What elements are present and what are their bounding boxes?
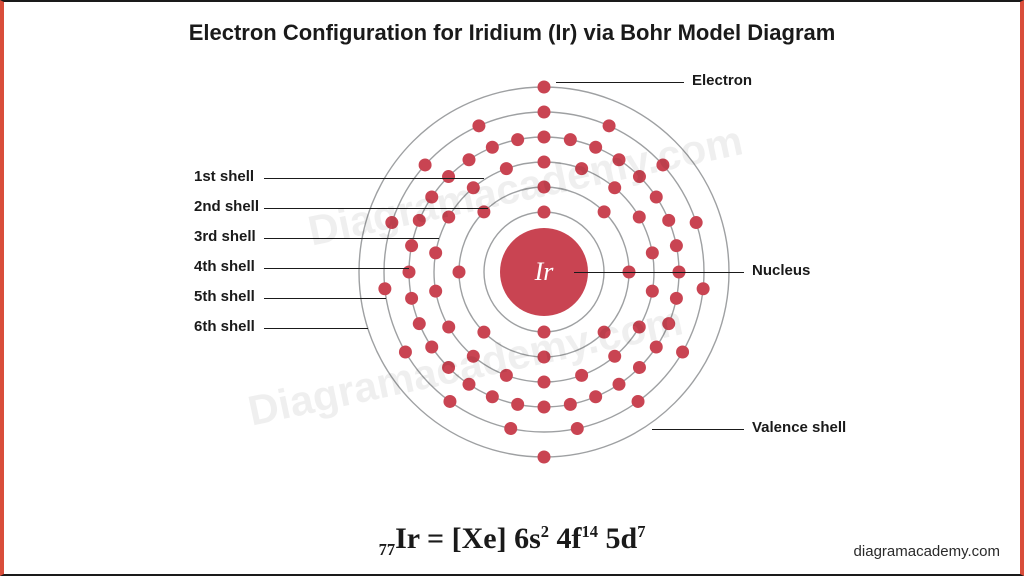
nucleus-label: Ir <box>534 257 555 286</box>
callout-label: Valence shell <box>752 419 846 436</box>
electron-dot <box>442 361 455 374</box>
electron-dot <box>538 351 551 364</box>
electron-dot <box>564 398 577 411</box>
electron-dot <box>413 317 426 330</box>
electron-dot <box>429 246 442 259</box>
page-title: Electron Configuration for Iridium (Ir) … <box>4 20 1020 46</box>
electron-dot <box>690 216 703 229</box>
electron-dot <box>662 317 675 330</box>
electron-dot <box>608 181 621 194</box>
electron-dot <box>633 211 646 224</box>
electron-dot <box>538 181 551 194</box>
shell-label: 4th shell <box>194 258 255 275</box>
electron-dot <box>633 321 646 334</box>
electron-dot <box>603 119 616 132</box>
electron-dot <box>442 321 455 334</box>
electron-dot <box>477 326 490 339</box>
electron-dot <box>598 205 611 218</box>
leader-line <box>264 328 368 329</box>
electron-dot <box>575 369 588 382</box>
electron-dot <box>467 181 480 194</box>
electron-dot <box>613 153 626 166</box>
electron-dot <box>500 162 513 175</box>
electron-dot <box>413 214 426 227</box>
electron-dot <box>504 422 517 435</box>
leader-line <box>264 268 409 269</box>
electron-dot <box>571 422 584 435</box>
electron-dot <box>650 190 663 203</box>
electron-dot <box>598 326 611 339</box>
electron-dot <box>511 133 524 146</box>
electron-dot <box>429 285 442 298</box>
electron-dot <box>613 378 626 391</box>
electron-dot <box>633 361 646 374</box>
electron-dot <box>385 216 398 229</box>
electron-dot <box>670 292 683 305</box>
electron-dot <box>425 341 438 354</box>
electron-dot <box>697 282 710 295</box>
electron-dot <box>453 266 466 279</box>
electron-dot <box>442 170 455 183</box>
electron-dot <box>538 451 551 464</box>
electron-dot <box>462 378 475 391</box>
electron-dot <box>538 401 551 414</box>
shell-label: 2nd shell <box>194 198 259 215</box>
electron-dot <box>378 282 391 295</box>
electron-dot <box>538 81 551 94</box>
shell-label: 3rd shell <box>194 228 256 245</box>
electron-dot <box>538 376 551 389</box>
shell-label: 5th shell <box>194 288 255 305</box>
electron-dot <box>462 153 475 166</box>
electron-dot <box>656 158 669 171</box>
credit-text: diagramacademy.com <box>854 543 1000 560</box>
electron-dot <box>633 170 646 183</box>
electron-dot <box>425 190 438 203</box>
callout-label: Electron <box>692 72 752 89</box>
electron-dot <box>608 350 621 363</box>
callout-label: Nucleus <box>752 262 810 279</box>
electron-dot <box>632 395 645 408</box>
electron-dot <box>486 390 499 403</box>
shell-label: 1st shell <box>194 168 254 185</box>
electron-dot <box>670 239 683 252</box>
electron-dot <box>589 390 602 403</box>
electron-dot <box>500 369 513 382</box>
leader-line <box>264 178 484 179</box>
shell-label: 6th shell <box>194 318 255 335</box>
electron-dot <box>538 131 551 144</box>
electron-dot <box>650 341 663 354</box>
electron-dot <box>467 350 480 363</box>
electron-dot <box>511 398 524 411</box>
leader-line <box>264 238 439 239</box>
electron-dot <box>662 214 675 227</box>
electron-dot <box>443 395 456 408</box>
electron-dot <box>538 206 551 219</box>
electron-dot <box>538 156 551 169</box>
electron-dot <box>405 292 418 305</box>
electron-dot <box>405 239 418 252</box>
electron-dot <box>564 133 577 146</box>
electron-dot <box>646 285 659 298</box>
electron-dot <box>646 246 659 259</box>
electron-dot <box>589 141 602 154</box>
electron-dot <box>472 119 485 132</box>
leader-line <box>574 272 744 273</box>
electron-dot <box>575 162 588 175</box>
leader-line <box>652 429 744 430</box>
electron-dot <box>419 158 432 171</box>
leader-line <box>556 82 684 83</box>
leader-line <box>264 298 386 299</box>
electron-dot <box>442 211 455 224</box>
electron-dot <box>676 346 689 359</box>
electron-dot <box>486 141 499 154</box>
electron-dot <box>538 106 551 119</box>
electron-dot <box>538 326 551 339</box>
leader-line <box>264 208 488 209</box>
electron-dot <box>399 346 412 359</box>
